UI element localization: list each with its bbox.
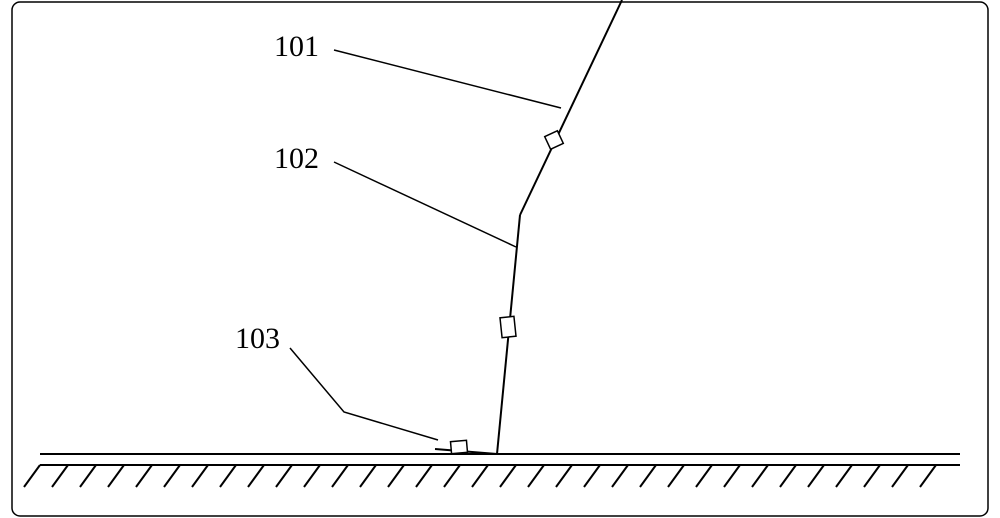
ground-hatch <box>724 465 740 487</box>
ground-hatch <box>444 465 460 487</box>
ground-hatch <box>836 465 852 487</box>
ground-hatch <box>920 465 936 487</box>
ground-hatch <box>584 465 600 487</box>
ground-hatch <box>752 465 768 487</box>
ground-hatch <box>892 465 908 487</box>
ground-hatch <box>164 465 180 487</box>
ground-hatch <box>80 465 96 487</box>
label-101: 101 <box>274 30 319 64</box>
ground-hatch <box>388 465 404 487</box>
leader-101 <box>334 50 561 108</box>
label-103: 103 <box>235 322 280 356</box>
ground-hatch <box>780 465 796 487</box>
ground-hatch <box>220 465 236 487</box>
ground-hatch <box>472 465 488 487</box>
ground-hatch <box>808 465 824 487</box>
ground-hatch <box>24 465 40 487</box>
ground-hatch <box>668 465 684 487</box>
sensor-101 <box>545 131 564 150</box>
ground-hatch <box>192 465 208 487</box>
leader-103 <box>290 348 438 440</box>
sensor-102 <box>500 316 516 337</box>
ground-hatch <box>276 465 292 487</box>
figure-border <box>12 2 988 516</box>
ground-hatch <box>360 465 376 487</box>
ground-hatch <box>248 465 264 487</box>
ground-hatch <box>416 465 432 487</box>
ground-hatch <box>304 465 320 487</box>
ground-hatch <box>52 465 68 487</box>
ground-hatch <box>528 465 544 487</box>
label-102: 102 <box>274 142 319 176</box>
ground-hatch <box>500 465 516 487</box>
ground-hatch <box>864 465 880 487</box>
leg-upper-segment <box>520 0 622 215</box>
sensor-103 <box>451 440 468 453</box>
ground-hatch <box>612 465 628 487</box>
ground-hatch <box>108 465 124 487</box>
diagram <box>0 0 1000 518</box>
ground-hatch <box>332 465 348 487</box>
ground-hatch <box>696 465 712 487</box>
ground-hatch <box>136 465 152 487</box>
ground-hatch <box>640 465 656 487</box>
leader-102 <box>334 162 516 247</box>
ground-hatch <box>556 465 572 487</box>
